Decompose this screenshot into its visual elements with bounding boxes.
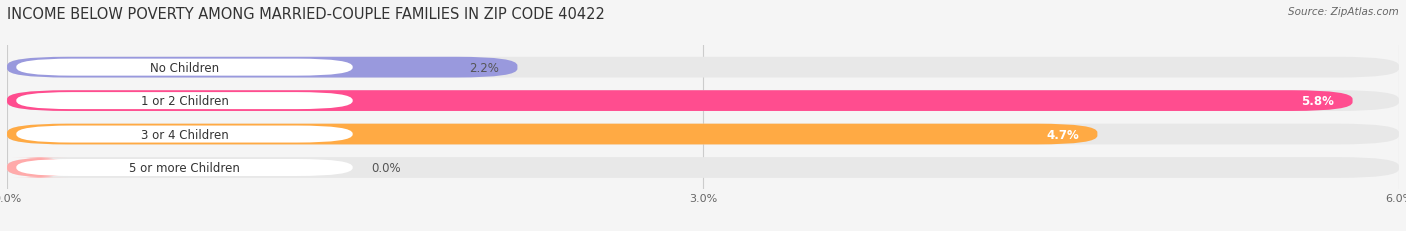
Text: 5 or more Children: 5 or more Children xyxy=(129,161,240,174)
FancyBboxPatch shape xyxy=(17,126,353,143)
Text: INCOME BELOW POVERTY AMONG MARRIED-COUPLE FAMILIES IN ZIP CODE 40422: INCOME BELOW POVERTY AMONG MARRIED-COUPL… xyxy=(7,7,605,22)
FancyBboxPatch shape xyxy=(7,91,1353,112)
Text: 1 or 2 Children: 1 or 2 Children xyxy=(141,95,228,108)
Text: Source: ZipAtlas.com: Source: ZipAtlas.com xyxy=(1288,7,1399,17)
Text: 5.8%: 5.8% xyxy=(1301,95,1334,108)
FancyBboxPatch shape xyxy=(17,93,353,110)
Text: 2.2%: 2.2% xyxy=(470,61,499,74)
Text: No Children: No Children xyxy=(150,61,219,74)
Text: 3 or 4 Children: 3 or 4 Children xyxy=(141,128,228,141)
FancyBboxPatch shape xyxy=(7,58,517,78)
Text: 0.0%: 0.0% xyxy=(371,161,401,174)
FancyBboxPatch shape xyxy=(7,124,1098,145)
FancyBboxPatch shape xyxy=(7,58,1399,78)
FancyBboxPatch shape xyxy=(7,124,1399,145)
FancyBboxPatch shape xyxy=(17,159,353,176)
Text: 4.7%: 4.7% xyxy=(1046,128,1078,141)
FancyBboxPatch shape xyxy=(7,158,72,178)
FancyBboxPatch shape xyxy=(17,59,353,76)
FancyBboxPatch shape xyxy=(7,158,1399,178)
FancyBboxPatch shape xyxy=(7,91,1399,112)
